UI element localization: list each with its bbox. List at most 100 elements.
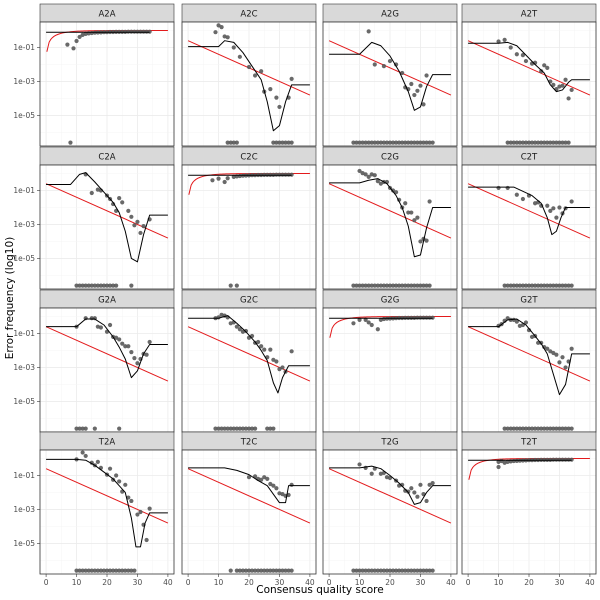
point-a2a-26 [147, 29, 152, 34]
point-t2a-19 [144, 537, 149, 543]
plot-area-a2a [46, 29, 168, 145]
point-c2a-19 [80, 283, 85, 288]
point-t2a-39 [129, 568, 134, 573]
y-tick-label: 1e-05 [13, 539, 35, 548]
point-c2g-37 [390, 283, 396, 288]
fitted-line-a2c [188, 40, 310, 132]
gridlines-g2g [323, 308, 457, 432]
point-t2c-28 [274, 486, 279, 491]
point-t2a-29 [98, 568, 104, 573]
point-c2t-26 [532, 283, 538, 288]
point-t2g-29 [375, 568, 380, 573]
point-c2t-10 [551, 206, 556, 211]
point-c2g-5 [372, 173, 377, 178]
fitted-line-t2c [188, 467, 310, 504]
point-g2c-35 [243, 426, 249, 431]
gridlines-g2c [182, 308, 316, 432]
point-g2c-30 [228, 426, 233, 431]
point-g2g-19 [418, 315, 423, 320]
point-g2t-44 [560, 426, 565, 431]
point-c2t-36 [563, 283, 568, 288]
point-c2a-8 [117, 196, 122, 201]
point-g2c-15 [259, 344, 264, 349]
point-a2a-2 [74, 38, 79, 44]
panel-border-a2t [461, 21, 597, 147]
point-c2g-46 [418, 283, 423, 288]
point-a2t-38 [563, 140, 568, 145]
plot-area-a2g [328, 29, 452, 145]
point-g2t-41 [551, 426, 556, 431]
point-a2c-23 [280, 140, 285, 145]
point-a2t-30 [539, 140, 544, 145]
point-a2g-14 [351, 140, 356, 145]
point-t2g-32 [384, 568, 390, 573]
point-g2t-19 [554, 352, 559, 357]
panel-border-a2g [322, 21, 458, 147]
point-g2c-18 [268, 347, 273, 352]
point-a2g-26 [387, 140, 393, 145]
point-c2t-2 [514, 192, 519, 197]
point-a2c-25 [286, 140, 291, 145]
point-g2c-16 [262, 347, 267, 352]
point-a2c-5 [231, 45, 236, 50]
plot-area-c2c [188, 172, 310, 288]
panel-a2c: A2C [181, 3, 317, 147]
point-t2c-17 [283, 568, 288, 573]
point-t2c-27 [271, 483, 276, 488]
point-g2c-22 [280, 365, 285, 370]
plot-area-c2g [328, 168, 452, 288]
point-t2a-33 [110, 568, 116, 573]
point-g2c-14 [256, 339, 261, 345]
point-t2c-20 [246, 475, 252, 480]
point-c2g-30 [369, 283, 374, 288]
point-g2c-31 [231, 426, 236, 431]
nominal-line-c2t [467, 183, 591, 239]
point-g2g-18 [415, 315, 420, 320]
point-t2g-42 [415, 568, 420, 573]
point-g2g-22 [427, 315, 432, 320]
strip-label-a2t: A2T [521, 10, 538, 20]
point-c2g-31 [372, 283, 377, 288]
point-c2c-21 [283, 172, 288, 177]
point-a2t-12 [551, 82, 556, 87]
points-c2a [74, 172, 152, 288]
plot-area-t2t [468, 457, 590, 480]
point-g2t-47 [569, 426, 574, 431]
panel-c2c: C2C [181, 146, 317, 290]
point-g2c-32 [234, 426, 239, 431]
strip-label-g2g: G2G [381, 296, 400, 306]
panel-a2a: A2A 1e-01 1e-03 1e-05 [13, 3, 175, 147]
point-t2a-36 [120, 568, 125, 573]
point-c2c-25 [234, 283, 239, 288]
plot-area-a2t [467, 37, 591, 145]
point-g2c-27 [219, 426, 224, 431]
point-t2c-2 [237, 568, 242, 573]
panel-border-c2c [181, 164, 317, 290]
plot-area-a2c [187, 23, 311, 145]
point-a2t-19 [505, 140, 510, 145]
point-a2g-30 [400, 140, 405, 145]
point-a2t-36 [557, 140, 562, 145]
nominal-line-g2a [45, 326, 169, 382]
point-g2t-34 [529, 426, 535, 431]
point-c2c-23 [289, 172, 294, 177]
point-a2a-0 [65, 42, 70, 47]
gridlines-t2c [182, 450, 316, 574]
point-c2t-37 [566, 283, 571, 288]
point-a2g-8 [409, 81, 414, 87]
point-a2g-18 [363, 140, 368, 145]
plot-area-c2t [467, 183, 591, 288]
plot-area-t2c [187, 467, 311, 573]
point-a2g-35 [415, 140, 420, 145]
point-g2g-4 [369, 322, 374, 328]
point-g2t-42 [554, 426, 559, 431]
point-c2c-20 [280, 172, 285, 177]
y-tick-label: 1e-05 [13, 111, 35, 120]
point-a2g-27 [390, 140, 396, 145]
strip-label-t2c: T2C [240, 438, 258, 448]
point-a2a-8 [92, 30, 97, 35]
nominal-line-c2g [328, 183, 452, 239]
panel-c2g: C2G [322, 146, 458, 290]
point-c2g-22 [424, 238, 429, 243]
strip-label-a2g: A2G [381, 10, 399, 20]
